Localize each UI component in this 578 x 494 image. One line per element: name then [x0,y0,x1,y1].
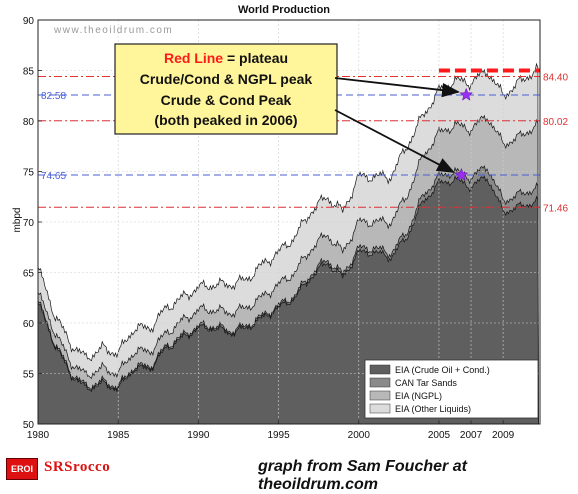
legend-label-2: EIA (NGPL) [395,391,442,401]
legend-label-3: EIA (Other Liquids) [395,404,471,414]
annotation-line-4: (both peaked in 2006) [154,112,297,128]
annotation-line-1: Red Line = plateau [164,50,288,66]
y-tick-label-8: 90 [23,16,35,27]
reference-label-4: 71.46 [543,203,568,214]
y-tick-label-2: 60 [23,319,35,330]
reference-label-0: 84.40 [543,73,568,84]
legend-swatch-0 [369,364,391,375]
footer: EROI SRSrocco graph from Sam Foucher at … [0,450,578,493]
y-tick-label-4: 70 [23,218,35,229]
legend-swatch-3 [369,403,391,414]
y-tick-label-7: 85 [23,67,35,78]
x-tick-label-6: 2007 [460,430,483,441]
legend-label-0: EIA (Crude Oil + Cond.) [395,365,490,375]
x-tick-label-5: 2005 [428,430,451,441]
annotation-arrow-upper [334,77,461,98]
x-tick-label-4: 2000 [348,430,371,441]
y-tick-label-3: 65 [23,269,35,280]
legend-swatch-1 [369,377,391,388]
brand-name: SRSrocco [44,459,111,475]
annotation-highlight: Red Line [164,50,223,66]
source-credit: graph from Sam Foucher at theoildrum.com [258,458,467,493]
chart-figure: World Production mbpd www.theoildrum.com… [12,4,569,441]
peak-star-marker-0 [459,87,474,101]
chart-title: World Production [238,4,330,16]
annotation-line-3: Crude & Cond Peak [161,92,292,108]
annotation-line-1-rest: = plateau [223,50,288,66]
legend-swatch-2 [369,390,391,401]
y-tick-label-0: 50 [23,420,35,431]
reference-label-2: 80.02 [543,117,568,128]
reference-label-1: 82.58 [41,91,66,102]
y-tick-label-5: 75 [23,168,35,179]
reference-label-3: 74.65 [41,171,66,182]
annotation-box [114,43,338,135]
legend-box [364,359,539,419]
peak-star-marker-1 [454,167,469,181]
x-tick-label-3: 1995 [267,430,290,441]
annotation-line-2: Crude/Cond & NGPL peak [140,71,313,87]
x-tick-label-0: 1980 [27,430,50,441]
y-axis-label: mbpd [12,207,23,232]
watermark-text: www.theoildrum.com [53,25,173,36]
eroi-logo-badge: EROI [6,458,38,480]
y-tick-label-6: 80 [23,117,35,128]
legend-label-1: CAN Tar Sands [395,378,457,388]
annotation-arrow-lower [334,109,456,173]
x-tick-label-2: 1990 [187,430,210,441]
y-tick-label-1: 55 [23,370,35,381]
plot-layer: www.theoildrum.com 84.40 82.58 80.02 74.65 71… [23,16,569,441]
x-tick-label-1: 1985 [107,430,130,441]
x-tick-label-7: 2009 [492,430,515,441]
